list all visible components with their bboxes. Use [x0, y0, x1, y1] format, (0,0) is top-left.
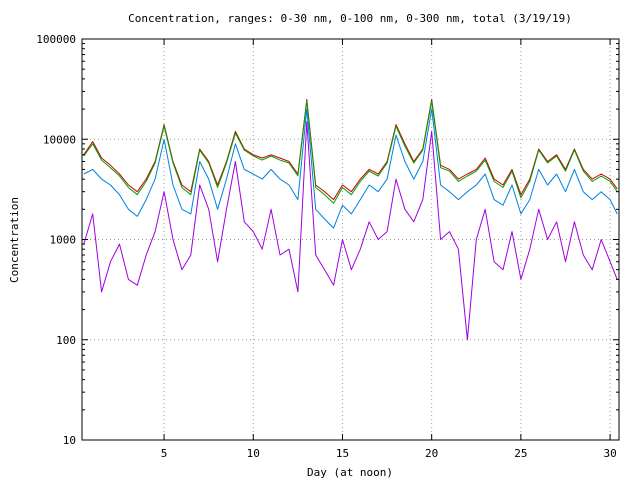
y-tick-label: 100 [56, 334, 76, 347]
x-tick-label: 10 [247, 447, 260, 460]
x-tick-label: 15 [336, 447, 349, 460]
x-tick-label: 5 [161, 447, 168, 460]
grid [82, 39, 619, 440]
y-tick-label: 1000 [50, 234, 77, 247]
y-tick-label: 10 [63, 434, 76, 447]
series-line-1 [83, 98, 618, 201]
y-axis-label: Concentration [8, 197, 21, 283]
series-group [83, 98, 618, 341]
y-tick-label: 100000 [36, 33, 76, 46]
series-line-3 [83, 108, 618, 229]
x-axis-label: Day (at noon) [307, 466, 393, 479]
tick-marks [82, 38, 619, 441]
chart-title: Concentration, ranges: 0-30 nm, 0-100 nm… [128, 12, 572, 25]
y-tick-label: 10000 [43, 133, 76, 146]
series-line-2 [83, 100, 618, 204]
x-tick-label: 30 [603, 447, 616, 460]
series-line-4 [83, 121, 618, 341]
tick-labels: 5 10 15 20 25 30 10 100 1000 10000 100000 [36, 33, 616, 460]
x-tick-label: 20 [425, 447, 438, 460]
x-tick-label: 25 [514, 447, 527, 460]
